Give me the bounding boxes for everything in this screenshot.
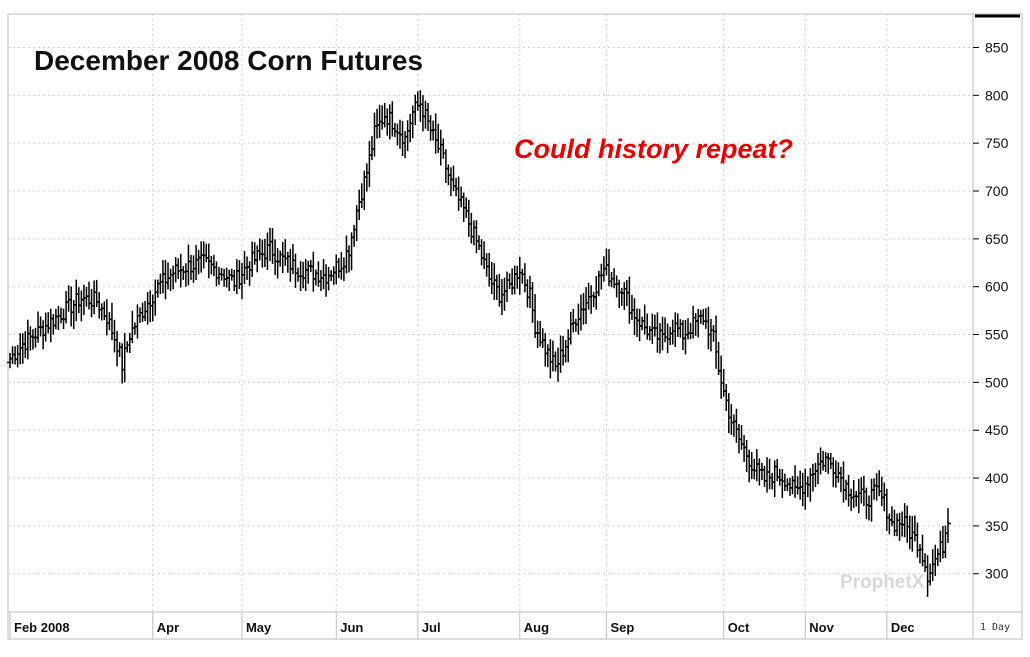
y-tick-label: 750 (985, 135, 1009, 151)
y-tick-label: 600 (985, 279, 1009, 295)
x-tick-label: Aug (524, 620, 549, 635)
x-tick-label: May (246, 620, 272, 635)
chart-title: December 2008 Corn Futures (34, 45, 423, 76)
y-tick-label: 400 (985, 470, 1009, 486)
y-tick-label: 450 (985, 422, 1009, 438)
x-axis-panel (7, 611, 974, 640)
y-tick-label: 350 (985, 518, 1009, 534)
x-tick-label: Nov (809, 620, 834, 635)
price-bar (945, 508, 951, 543)
grid-lines (8, 14, 973, 612)
interval-label: 1 Day (980, 622, 1010, 633)
y-tick-label: 700 (985, 183, 1009, 199)
chart-annotation: Could history repeat? (514, 134, 793, 164)
y-axis-ticks: 300 350 400 450 500 550 600 650 700 750 800 850 (973, 39, 1009, 582)
y-tick-label: 800 (985, 87, 1009, 103)
y-tick-label: 550 (985, 327, 1009, 343)
y-tick-label: 300 (985, 566, 1009, 582)
x-tick-label: Apr (157, 620, 179, 635)
interval-panel (972, 611, 1023, 640)
y-axis-panel (972, 13, 1023, 613)
x-tick-label: Jun (340, 620, 363, 635)
y-tick-label: 650 (985, 231, 1009, 247)
y-tick-label: 850 (985, 39, 1009, 55)
watermark-logo: ProphetX (840, 572, 925, 593)
x-tick-label: Feb 2008 (14, 620, 70, 635)
plot-area (7, 13, 974, 613)
x-tick-label: Oct (728, 620, 750, 635)
x-tick-label: Sep (610, 620, 634, 635)
x-axis-ticks: Feb 2008 Apr May Jun Jul Aug Sep Oct Nov Dec (9, 612, 915, 639)
price-bars (7, 90, 951, 597)
x-tick-label: Dec (891, 620, 915, 635)
x-tick-label: Jul (422, 620, 441, 635)
y-tick-label: 500 (985, 374, 1009, 390)
